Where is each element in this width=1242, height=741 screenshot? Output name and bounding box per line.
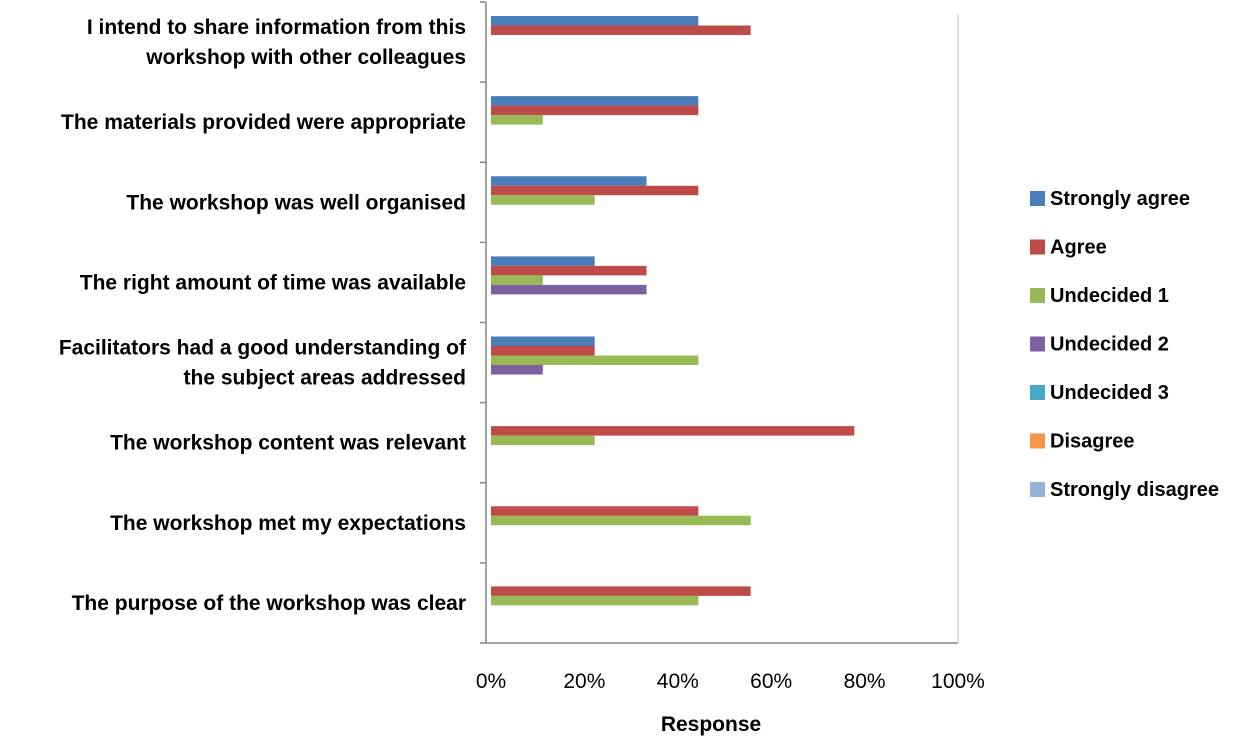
legend-swatch bbox=[1030, 336, 1045, 352]
legend-label: Strongly disagree bbox=[1050, 479, 1219, 501]
axes-group bbox=[480, 1, 959, 644]
bar-agree-2 bbox=[491, 185, 699, 196]
bar-undecided-1-1 bbox=[491, 115, 543, 125]
legend-label: Agree bbox=[1050, 237, 1107, 259]
bar-strongly-agree-3 bbox=[491, 256, 595, 266]
bar-agree-1 bbox=[491, 105, 699, 116]
legend-swatch bbox=[1030, 239, 1045, 255]
category-label: The purpose of the workshop was clear bbox=[72, 592, 466, 615]
legend-swatch bbox=[1030, 191, 1045, 206]
category-label: The right amount of time was available bbox=[80, 271, 466, 294]
bar-undecided-1-3 bbox=[491, 275, 543, 285]
bar-undecided-2-4 bbox=[491, 365, 543, 375]
category-label: The workshop was well organised bbox=[126, 191, 466, 214]
category-label: The workshop met my expectations bbox=[110, 512, 466, 535]
bar-strongly-agree-2 bbox=[491, 176, 647, 186]
bar-strongly-agree-0 bbox=[491, 16, 699, 26]
category-label: The materials provided were appropriate bbox=[61, 111, 466, 134]
bar-agree-3 bbox=[491, 265, 647, 276]
bar-undecided-2-3 bbox=[491, 284, 647, 295]
x-tick-label: 0% bbox=[476, 670, 506, 693]
bar-agree-4 bbox=[491, 346, 595, 356]
legend-label: Undecided 1 bbox=[1050, 285, 1169, 307]
bar-strongly-agree-1 bbox=[491, 96, 699, 106]
x-tick-label: 60% bbox=[750, 670, 792, 693]
bar-undecided-1-2 bbox=[491, 195, 595, 205]
tick-labels-group: 0% 20% 40% 60% 80% 100% bbox=[476, 670, 985, 693]
bar-undecided-1-7 bbox=[491, 595, 699, 606]
x-tick-label: 20% bbox=[563, 670, 605, 693]
legend-swatch bbox=[1030, 288, 1045, 303]
bar-agree-0 bbox=[491, 25, 751, 35]
bar-undecided-1-4 bbox=[491, 355, 699, 365]
bar-undecided-1-6 bbox=[491, 515, 751, 526]
category-label: the subject areas addressed bbox=[184, 367, 466, 390]
legend-swatch bbox=[1030, 385, 1045, 400]
bar-agree-5 bbox=[491, 426, 855, 436]
x-tick-label: 100% bbox=[931, 670, 985, 693]
legend-swatch bbox=[1030, 433, 1045, 449]
category-label: Facilitators had a good understanding of bbox=[59, 337, 467, 360]
category-label: The workshop content was relevant bbox=[110, 432, 466, 455]
legend-label: Disagree bbox=[1050, 431, 1135, 453]
legend-label: Undecided 3 bbox=[1050, 382, 1169, 404]
category-labels-group: I intend to share information from this w… bbox=[59, 16, 467, 615]
bar-strongly-agree-4 bbox=[491, 336, 595, 346]
bar-agree-6 bbox=[491, 506, 699, 516]
bar-agree-7 bbox=[491, 586, 751, 596]
legend-label: Strongly agree bbox=[1050, 188, 1190, 210]
legend-swatch bbox=[1030, 482, 1045, 497]
x-tick-label: 80% bbox=[844, 670, 886, 693]
category-label: workshop with other colleagues bbox=[145, 46, 466, 69]
bar-undecided-1-5 bbox=[491, 435, 595, 446]
x-tick-label: 40% bbox=[657, 670, 699, 693]
legend: Strongly agree Agree Undecided 1 Undecided … bbox=[1030, 188, 1219, 501]
category-label: I intend to share information from this bbox=[87, 16, 466, 39]
legend-label: Undecided 2 bbox=[1050, 334, 1169, 356]
bars-group bbox=[491, 16, 855, 606]
x-axis-title: Response bbox=[661, 713, 761, 736]
